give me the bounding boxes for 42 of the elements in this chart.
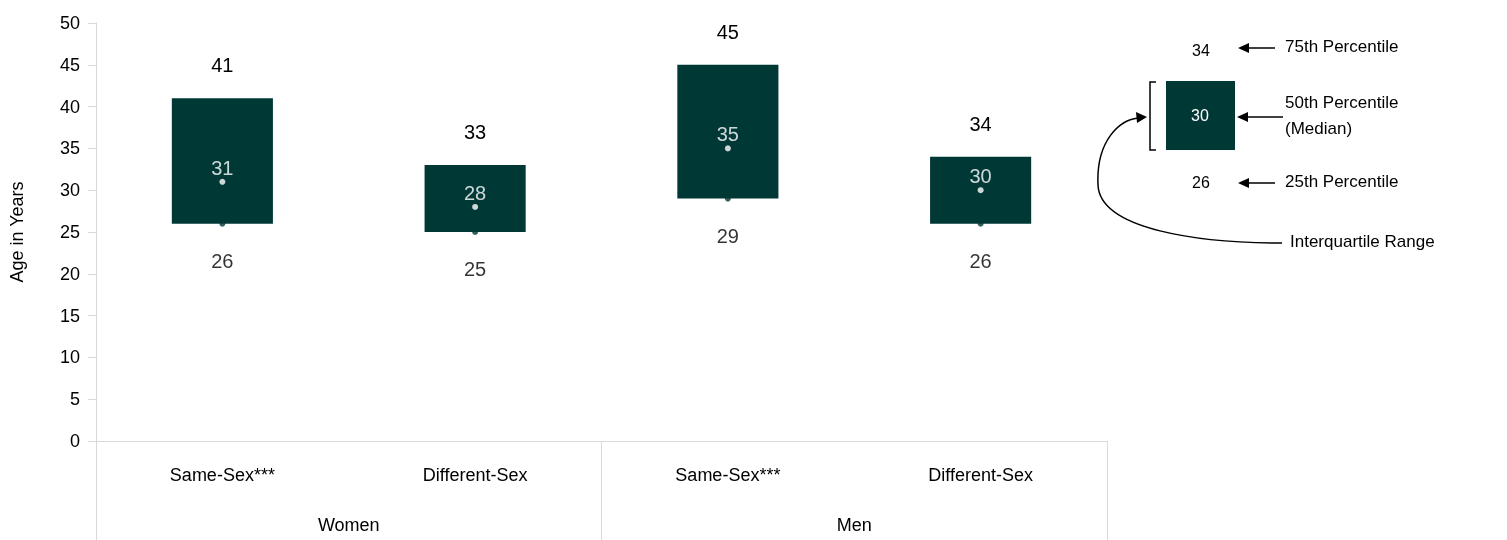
x-tick-label: Same-Sex*** bbox=[675, 465, 781, 485]
data-label: 34 bbox=[969, 112, 992, 135]
text: 26 bbox=[1192, 174, 1210, 192]
point bbox=[472, 203, 479, 210]
text: 34 bbox=[1192, 42, 1210, 60]
data-label: 25 bbox=[464, 258, 487, 280]
text: 75th Percentile bbox=[1285, 37, 1399, 57]
y-tick-label: 25 bbox=[59, 222, 80, 242]
data-label: 26 bbox=[211, 249, 234, 272]
y-tick-label: 35 bbox=[59, 138, 80, 159]
text: 25th Percentile bbox=[1285, 172, 1399, 192]
y-tick-label: 10 bbox=[59, 347, 80, 368]
y-tick-label: 45 bbox=[59, 54, 80, 75]
y-tick-label: 50 bbox=[59, 13, 80, 33]
text: Men bbox=[836, 515, 872, 535]
data-label: 41 bbox=[211, 54, 234, 77]
y-tick-label: 30 bbox=[59, 180, 80, 201]
text: (Median) bbox=[1285, 119, 1353, 139]
text: 50th Percentile bbox=[1285, 93, 1399, 113]
y-tick-label: 20 bbox=[59, 263, 80, 284]
y-tick-label: 5 bbox=[69, 389, 80, 410]
data-label: 45 bbox=[716, 20, 739, 43]
data-label: 26 bbox=[969, 249, 992, 272]
x-tick-label: Same-Sex*** bbox=[169, 465, 275, 485]
y-tick-label: 0 bbox=[69, 431, 80, 451]
text: 30 bbox=[1191, 107, 1209, 125]
y-tick-label: 40 bbox=[59, 96, 80, 117]
data-label: 31 bbox=[211, 156, 234, 179]
data-label: 33 bbox=[464, 121, 487, 144]
data-label: 35 bbox=[716, 123, 739, 146]
text: Women bbox=[317, 515, 380, 535]
data-label: 30 bbox=[969, 165, 992, 188]
point bbox=[724, 145, 731, 152]
point bbox=[977, 187, 984, 194]
point bbox=[219, 178, 226, 185]
text: Interquartile Range bbox=[1290, 232, 1435, 252]
data-label: 29 bbox=[716, 224, 739, 247]
y-axis-title: Age in Years bbox=[7, 181, 27, 283]
data-label: 28 bbox=[464, 181, 487, 204]
x-tick-label: Different-Sex bbox=[928, 465, 1033, 485]
x-tick-label: Different-Sex bbox=[422, 465, 528, 485]
y-tick-label: 15 bbox=[59, 305, 80, 326]
